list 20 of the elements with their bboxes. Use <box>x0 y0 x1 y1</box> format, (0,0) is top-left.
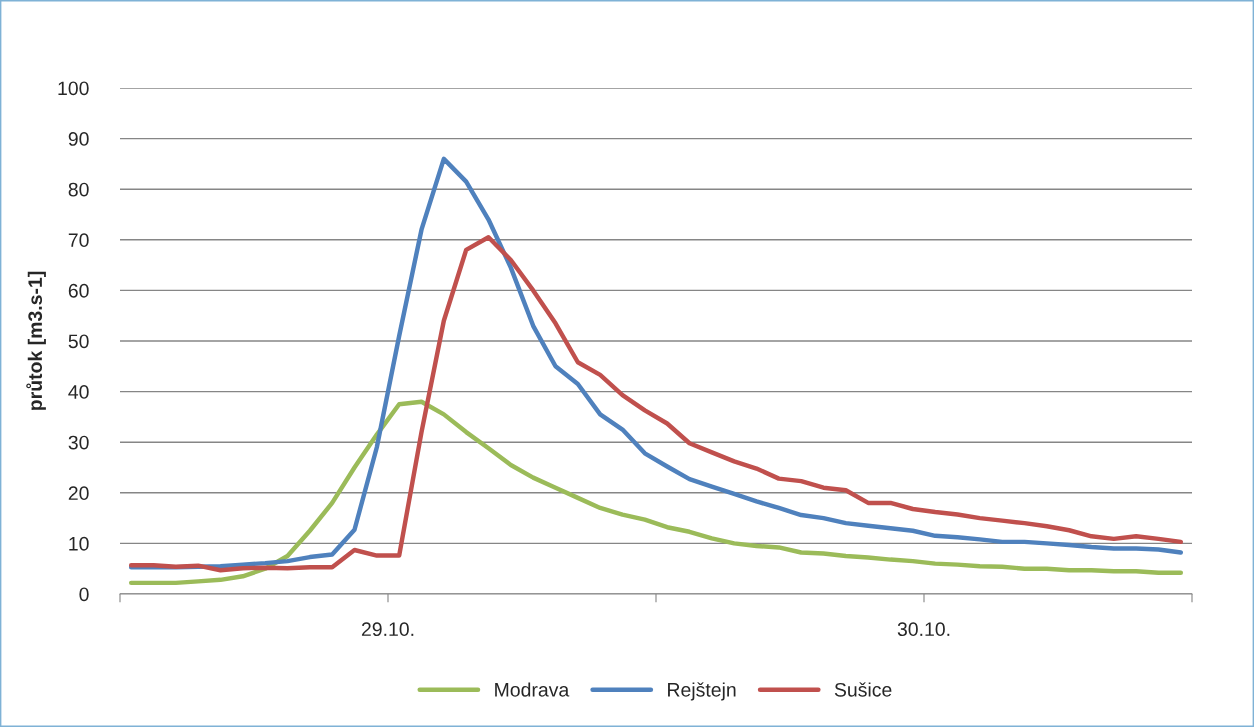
y-tick-label: 0 <box>79 587 89 602</box>
y-tick-label: 50 <box>68 334 89 349</box>
y-axis-title: průtok [m3.s-1] <box>26 271 46 410</box>
y-tick-label: 90 <box>68 132 89 146</box>
y-tick-label: 30 <box>68 435 89 450</box>
x-tick-label: 29.10. <box>361 622 414 637</box>
y-tick-label: 20 <box>68 486 89 501</box>
line-series <box>128 399 1184 586</box>
y-tick-label: 80 <box>68 182 89 197</box>
legend-label: Modrava <box>495 682 570 697</box>
line-series <box>128 235 1184 573</box>
y-tick-label: 10 <box>69 536 89 551</box>
y-tick-label: 100 <box>58 81 89 96</box>
y-tick-label: 60 <box>68 283 89 298</box>
y-tick-label: 70 <box>68 233 89 248</box>
y-tick-label: 40 <box>68 385 89 399</box>
legend-label: Sušice <box>834 682 892 697</box>
x-tick-label: 30.10. <box>897 622 950 637</box>
legend-label: Rejštejn <box>668 682 736 701</box>
line-series <box>128 156 1184 570</box>
